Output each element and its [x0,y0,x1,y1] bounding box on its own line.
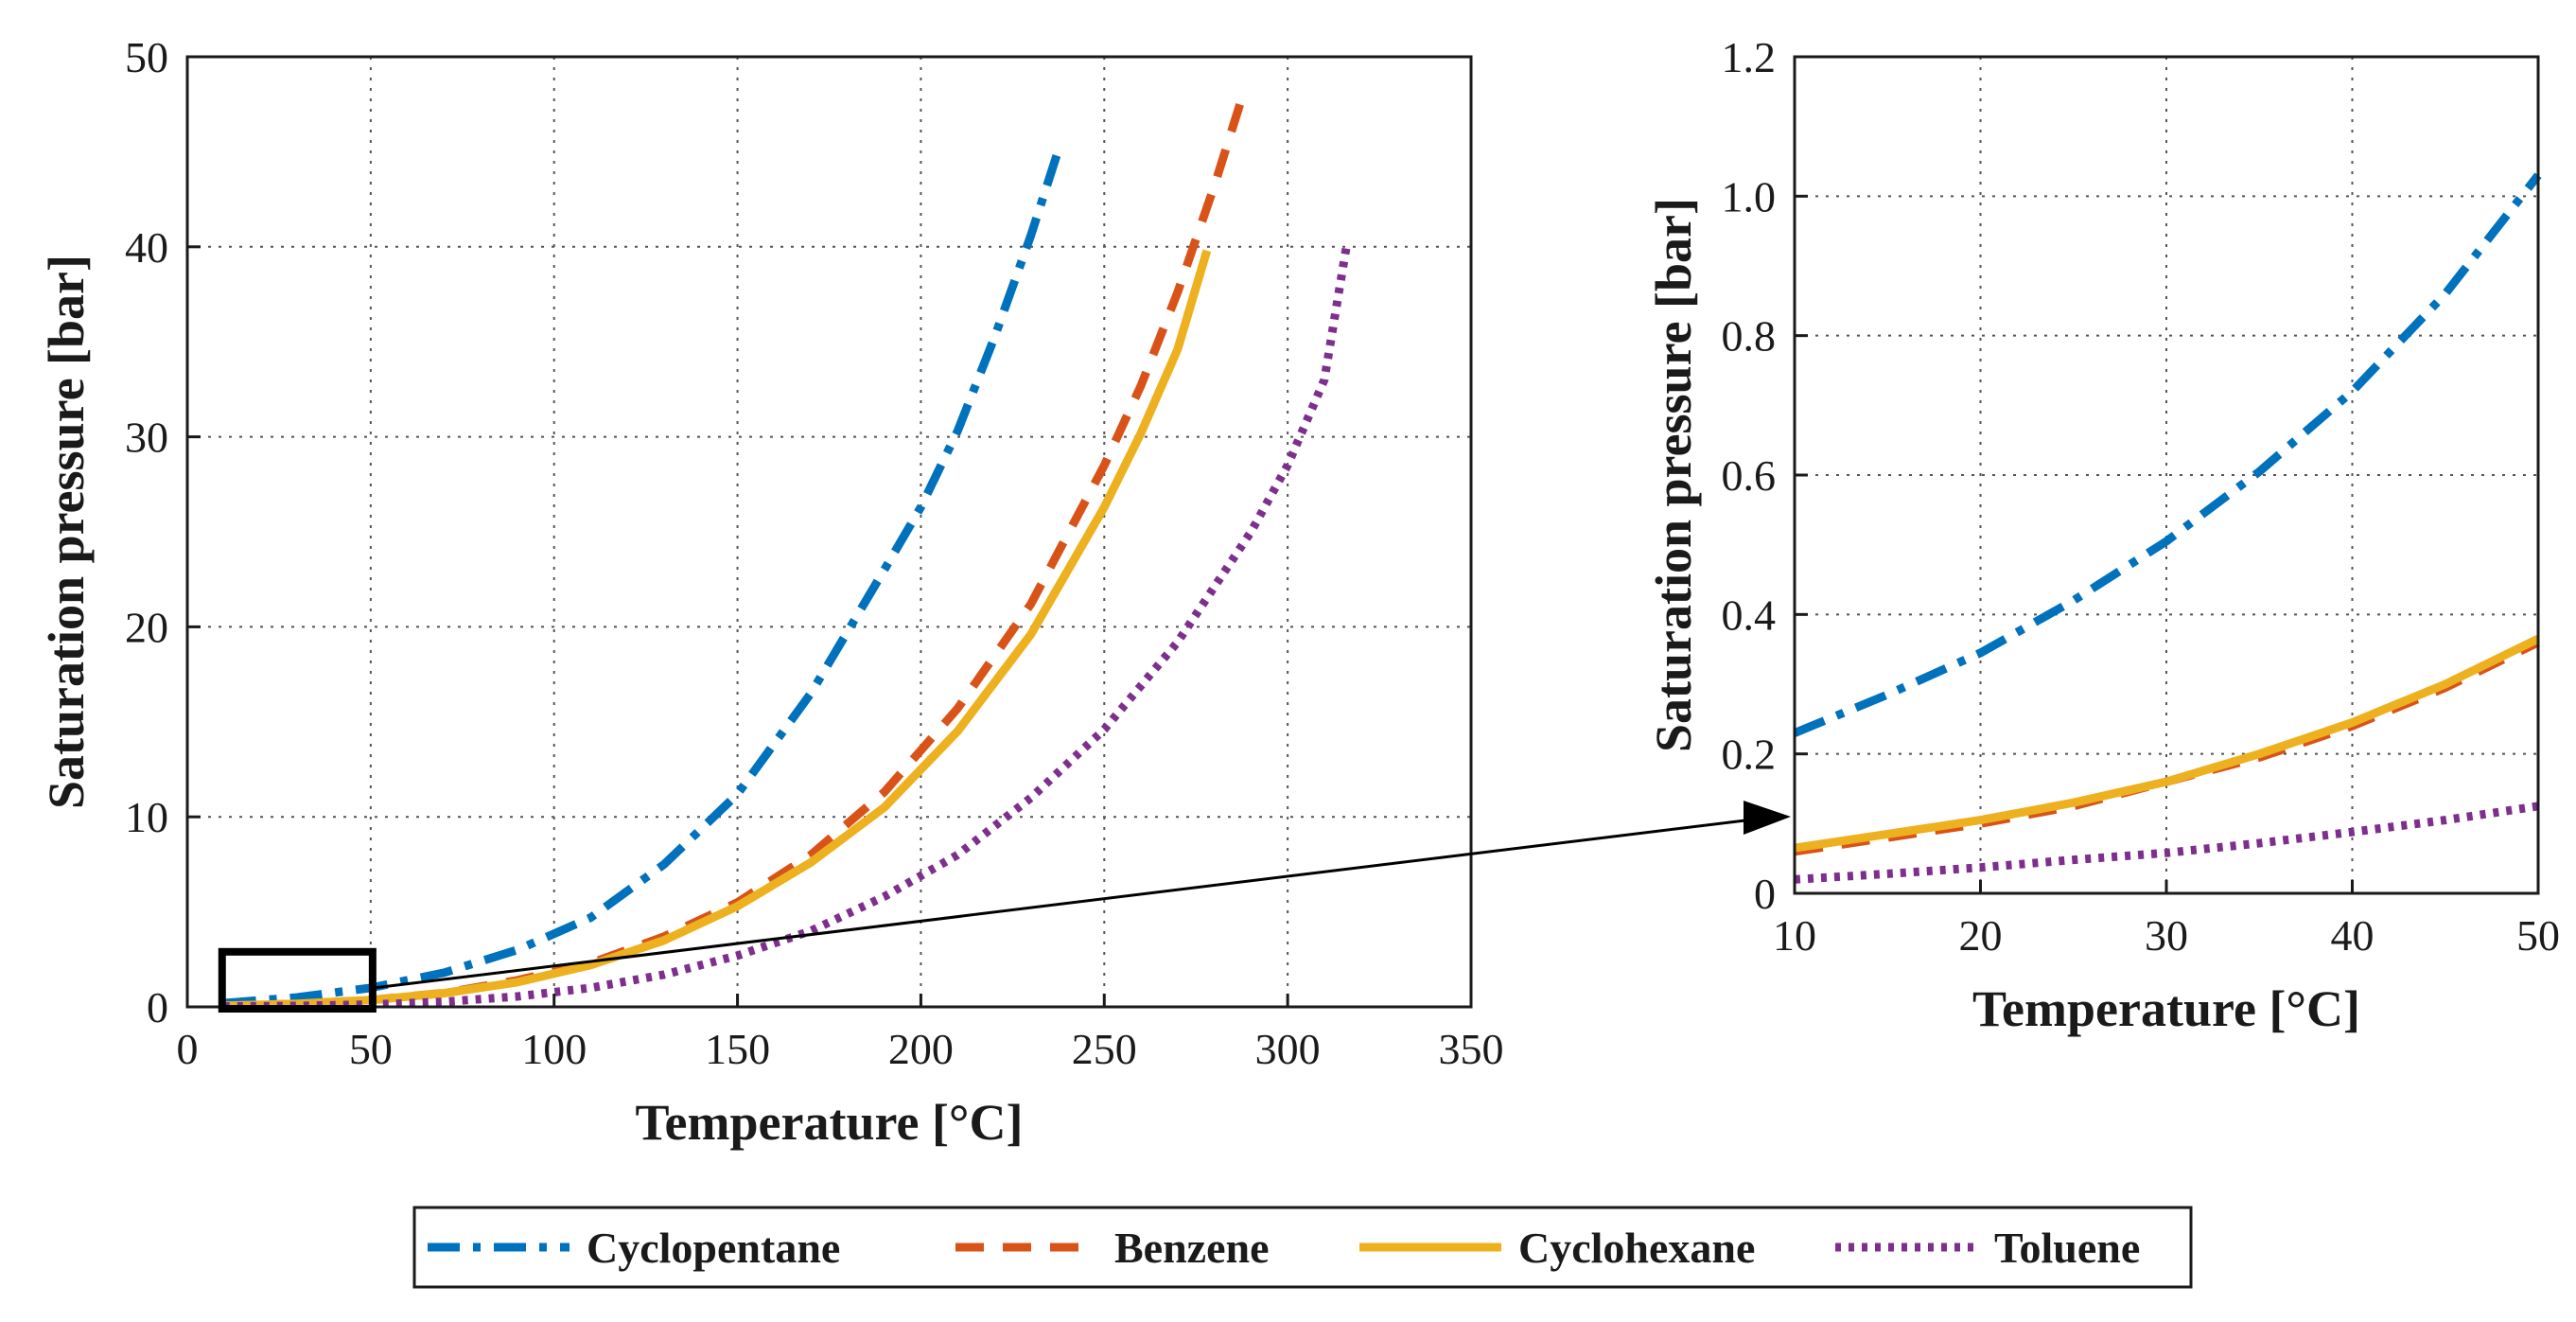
series-line-cyclohexane [223,249,1212,1011]
x-axis-label: Temperature [°C] [635,1094,1023,1151]
x-tick-label: 10 [1773,911,1816,960]
series-line-cyclopentane [223,154,1061,1008]
x-tick-label: 40 [2331,911,2374,960]
x-tick-label: 350 [1439,1025,1504,1073]
y-tick-label: 1.2 [1722,33,1777,81]
plot-frame [1793,55,2540,895]
legend-box [412,1206,2193,1289]
x-tick-label: 50 [349,1025,393,1073]
x-tick-label: 20 [1959,911,2003,960]
legend-label-cyclohexane: Cyclohexane [1518,1224,1755,1272]
series-line-toluene [223,246,1351,1012]
y-tick-label: 0.8 [1722,312,1777,361]
x-tick-label: 50 [2516,911,2560,960]
x-tick-label: 250 [1072,1025,1137,1073]
y-axis-label: Saturation pressure [bar] [38,255,95,809]
legend: Cyclopentane Benzene Cyclohexane Toluene [412,1206,2193,1289]
series-line-cyclohexane [1794,635,2540,853]
y-tick-label: 20 [125,603,168,651]
y-axis-label: Saturation pressure [bar] [1645,198,1702,752]
plot-frame [185,55,1473,1009]
text-layer: 0 50 100 150 200 250 300 35001020304050Temperat… [38,33,2560,1151]
zoom-box [218,947,377,1013]
series-line-cyclopentane [1793,172,2542,737]
series-line-toluene [1794,802,2539,884]
x-tick-label: 200 [888,1025,954,1073]
y-tick-label: 30 [125,414,168,462]
series-layer [223,102,2542,1012]
y-tick-label: 40 [125,223,168,272]
x-tick-label: 150 [705,1025,770,1073]
legend-label-toluene: Toluene [1994,1224,2140,1272]
x-tick-label: 300 [1255,1025,1321,1073]
x-tick-label: 100 [521,1025,587,1073]
series-line-benzene [223,102,1244,1011]
arrow-head-icon [1744,800,1791,835]
frame-layer [185,55,2540,1013]
y-tick-label: 0 [1754,870,1776,918]
y-tick-label: 0.6 [1722,451,1777,500]
y-tick-label: 10 [125,793,168,841]
x-tick-label: 0 [177,1025,199,1073]
legend-label-benzene: Benzene [1114,1224,1270,1272]
y-tick-label: 0.4 [1722,590,1777,639]
y-tick-label: 0.2 [1722,731,1777,779]
y-tick-label: 1.0 [1722,172,1777,220]
zoom-connector-arrow [374,818,1754,990]
y-tick-label: 50 [125,33,168,81]
x-tick-label: 30 [2145,911,2188,960]
legend-label-cyclopentane: Cyclopentane [587,1224,840,1272]
y-tick-label: 0 [147,983,168,1031]
x-axis-label: Temperature [°C] [1972,980,2360,1037]
grid-layer [187,57,2538,1007]
